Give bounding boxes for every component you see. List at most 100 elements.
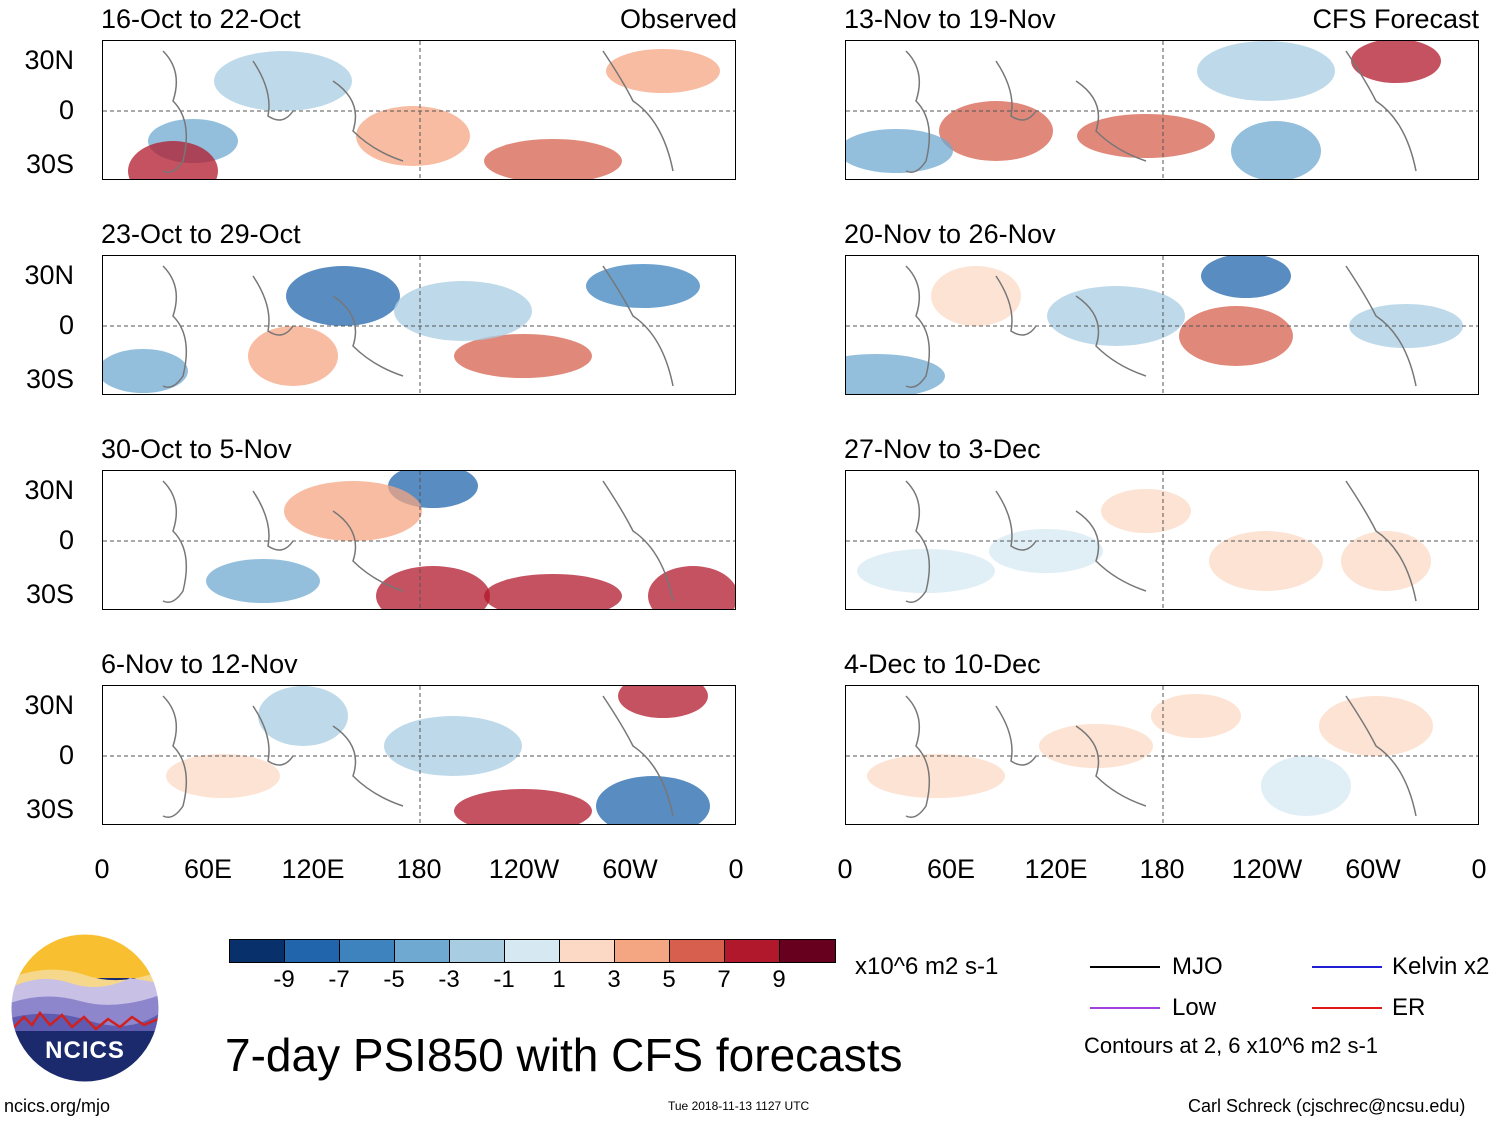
coastline (162, 480, 188, 603)
anomaly-region (214, 51, 352, 111)
legend-kelvin-label: Kelvin x2 (1392, 953, 1490, 980)
colorbar-swatch (615, 940, 670, 962)
colorbar-swatch (230, 940, 285, 962)
coastline (995, 490, 1037, 551)
colorbar-label: 9 (772, 966, 786, 993)
legend-mjo-label: MJO (1172, 953, 1223, 980)
coastline (995, 705, 1037, 766)
anomaly-region (128, 141, 218, 179)
logo-text: NCICS (45, 1037, 125, 1064)
panel-title: 13-Nov to 19-Nov (844, 4, 1056, 34)
anomaly-region (1351, 41, 1441, 83)
coastline (905, 265, 931, 388)
x-tick-label: 120E (281, 854, 345, 884)
colorbar-swatch (505, 940, 560, 962)
legend-er-line (1312, 1007, 1382, 1009)
coastline (602, 265, 674, 387)
panel-title: 6-Nov to 12-Nov (101, 649, 298, 679)
anomaly-region (606, 49, 720, 93)
colorbar-swatch (450, 940, 505, 962)
y-tick-label: 30N (24, 45, 74, 75)
colorbar-label: -9 (273, 966, 295, 993)
x-tick-label: 0 (728, 854, 744, 884)
legend-low-line (1090, 1007, 1160, 1009)
footer-url[interactable]: ncics.org/mjo (4, 1096, 111, 1116)
y-tick-label: 30S (25, 149, 74, 179)
anomaly-region (1077, 114, 1215, 158)
map-panel (845, 40, 1479, 180)
x-tick-label: 0 (1471, 854, 1487, 884)
coastline (905, 480, 931, 603)
panel-label: CFS Forecast (1312, 4, 1479, 34)
coastline (1075, 510, 1147, 592)
map-panel (845, 470, 1479, 610)
anomaly-region (284, 481, 422, 541)
anomaly-region (258, 686, 348, 746)
coastline (1345, 265, 1417, 387)
anomaly-region (484, 574, 622, 609)
anomaly-region (1039, 724, 1153, 768)
anomaly-region (857, 549, 995, 593)
panel-title: 20-Nov to 26-Nov (844, 219, 1056, 249)
legend-contours-note: Contours at 2, 6 x10^6 m2 s-1 (1084, 1033, 1379, 1058)
anomaly-region (596, 776, 710, 824)
map-panel (102, 40, 736, 180)
anomaly-region (454, 789, 592, 824)
y-tick-label: 0 (58, 525, 74, 555)
anomaly-region (586, 264, 700, 308)
y-tick-label: 0 (58, 740, 74, 770)
colorbar-swatch (780, 940, 835, 962)
x-tick-label: 0 (94, 854, 110, 884)
map-panel (102, 255, 736, 395)
anomaly-region (484, 139, 622, 179)
coastline (162, 265, 188, 388)
coastline (332, 295, 404, 377)
y-tick-label: 0 (58, 95, 74, 125)
colorbar-label: -1 (493, 966, 515, 993)
panel-title: 4-Dec to 10-Dec (844, 649, 1041, 679)
coastline (1345, 480, 1417, 602)
y-tick-label: 30N (24, 260, 74, 290)
panel-label: Observed (619, 4, 737, 34)
colorbar-swatch (670, 940, 725, 962)
panel-title: 27-Nov to 3-Dec (844, 434, 1041, 464)
anomaly-region (1201, 256, 1291, 298)
colorbar-swatch (560, 940, 615, 962)
colorbar-units: x10^6 m2 s-1 (855, 953, 999, 980)
colorbar-label: -5 (383, 966, 405, 993)
coastline (905, 695, 931, 818)
colorbar-swatch (725, 940, 780, 962)
y-tick-label: 30S (25, 579, 74, 609)
anomaly-region (989, 529, 1103, 573)
anomaly-region (1209, 531, 1323, 591)
coastline (252, 705, 294, 766)
anomaly-region (1197, 41, 1335, 101)
anomaly-region (618, 686, 708, 718)
anomaly-region (1151, 694, 1241, 738)
y-tick-label: 30N (24, 690, 74, 720)
coastline (905, 50, 931, 173)
coastline (1345, 695, 1417, 817)
main-title: 7-day PSI850 with CFS forecasts (225, 1029, 903, 1081)
anomaly-region (1319, 696, 1433, 756)
coastline (1075, 80, 1147, 162)
anomaly-region (867, 754, 1005, 798)
anomaly-region (846, 129, 953, 173)
map-panel (845, 685, 1479, 825)
anomaly-region (394, 281, 532, 341)
coastline (252, 490, 294, 551)
anomaly-region (846, 354, 945, 394)
map-panel (102, 470, 736, 610)
anomaly-region (454, 334, 592, 378)
legend-mjo-line (1090, 966, 1160, 968)
colorbar-swatch (285, 940, 340, 962)
coastline (1345, 50, 1417, 172)
anomaly-region (1179, 306, 1293, 366)
coastline (1075, 295, 1147, 377)
anomaly-region (1047, 286, 1185, 346)
coastline (602, 50, 674, 172)
coastline (602, 695, 674, 817)
legend-kelvin-line (1312, 966, 1382, 968)
y-tick-label: 0 (58, 310, 74, 340)
anomaly-region (939, 101, 1053, 161)
